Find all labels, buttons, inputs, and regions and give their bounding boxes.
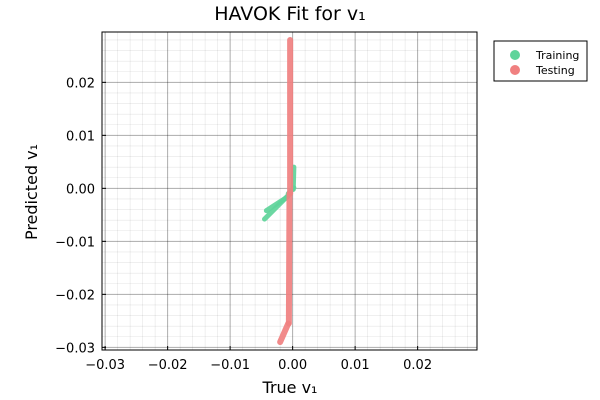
x-axis-label: True v₁ (262, 378, 318, 397)
y-tick-label: 0.00 (66, 182, 95, 197)
x-tick-label: 0.02 (403, 358, 432, 373)
legend-label-testing: Testing (535, 64, 575, 77)
chart-title: HAVOK Fit for v₁ (214, 3, 366, 25)
x-tick-label: 0.00 (278, 358, 307, 373)
testing-points-2 (277, 320, 292, 346)
legend-label-training: Training (535, 49, 579, 62)
y-tick-label: −0.03 (55, 341, 95, 356)
y-axis-label: Predicted v₁ (22, 144, 41, 240)
x-tick-label: −0.02 (148, 358, 188, 373)
legend: Training Testing (493, 40, 588, 82)
training-points-1 (263, 194, 291, 214)
testing-points-1 (285, 190, 293, 327)
plot-frame (101, 31, 478, 351)
legend-marker-testing (510, 65, 520, 75)
legend-marker-training (510, 50, 520, 60)
y-tick-label: 0.01 (66, 129, 95, 144)
grid (102, 32, 477, 350)
legend-frame (493, 40, 588, 82)
data-layer (262, 36, 297, 346)
y-tick-label: −0.01 (55, 235, 95, 250)
ticks: −0.03 −0.02 −0.01 0.00 0.01 0.02 −0.03 −0.02 −0.… (55, 76, 432, 373)
x-tick-label: −0.03 (85, 358, 125, 373)
x-tick-label: 0.01 (341, 358, 370, 373)
y-tick-label: 0.02 (66, 76, 95, 91)
y-tick-label: −0.02 (55, 288, 95, 303)
training-points-3 (290, 164, 297, 192)
x-tick-label: −0.01 (210, 358, 250, 373)
